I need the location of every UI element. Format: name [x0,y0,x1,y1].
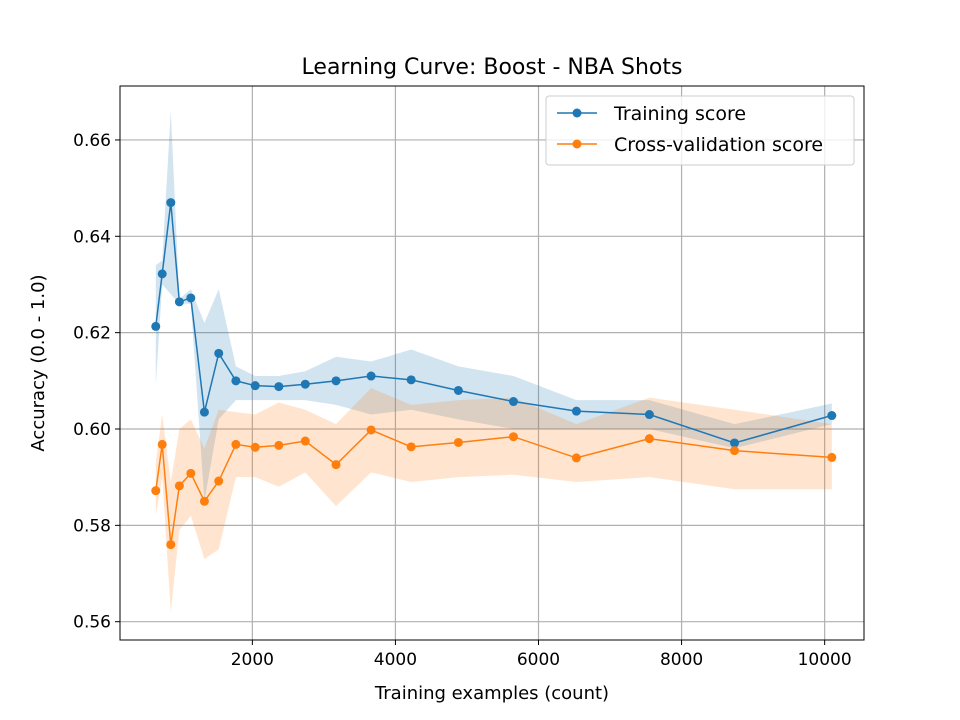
cross-validation-score-point [157,439,167,449]
cross-validation-score-point [186,468,196,478]
y-tick-label: 0.66 [73,131,111,151]
training-score-point [151,321,161,331]
x-axis-ticks: 2000 4000 6000 8000 10000 [231,640,852,670]
x-axis-title: Training examples (count) [374,683,609,704]
training-score-band [155,111,832,502]
training-score-point [199,407,209,417]
y-tick-label: 0.60 [73,420,111,440]
cross-validation-score-point [453,437,463,447]
training-score-point [827,411,837,421]
y-axis-title: Accuracy (0.0 - 1.0) [28,274,49,451]
cross-validation-score-point [300,436,310,446]
training-score-point [166,198,176,208]
cross-validation-score-point [174,481,184,491]
cross-validation-score-point [199,496,209,506]
training-score-point [730,438,740,448]
series-points [151,198,837,550]
cross-validation-score-point [274,440,284,450]
chart-title: Learning Curve: Boost - NBA Shots [302,55,683,80]
cross-validation-score-point [151,486,161,496]
cross-validation-score-point [166,540,176,550]
y-tick-label: 0.56 [73,613,111,633]
y-tick-label: 0.62 [73,324,111,344]
legend-training-marker [572,108,582,118]
x-tick-label: 4000 [374,650,417,670]
training-score-point [453,385,463,395]
training-score-point [274,382,284,392]
training-score-point [231,376,241,386]
cross-validation-score-point [406,442,416,452]
training-score-point [214,348,224,358]
cross-validation-score-point [331,460,341,470]
cross-validation-score-band [155,388,832,613]
legend: Training score Cross-validation score [545,95,855,166]
legend-training-label: Training score [613,103,746,125]
training-score-point [331,376,341,386]
y-tick-label: 0.58 [73,516,111,536]
training-score-point [250,381,260,391]
x-tick-label: 6000 [517,650,560,670]
x-tick-label: 2000 [231,650,274,670]
training-score-point [366,371,376,381]
cross-validation-score-point [571,453,581,463]
cross-validation-score-point [730,446,740,456]
legend-box [545,95,855,166]
cross-validation-score-point [827,452,837,462]
plot-frame [119,85,865,641]
legend-cross-validation-label: Cross-validation score [614,134,823,156]
training-score-point [300,379,310,389]
x-tick-label: 8000 [660,650,703,670]
x-tick-label: 10000 [798,650,852,670]
training-score-point [174,297,184,307]
cross-validation-score-point [231,439,241,449]
training-score-point [644,410,654,420]
cross-validation-score-point [250,442,260,452]
training-score-point [406,375,416,385]
cross-validation-score-point [214,476,224,486]
confidence-bands [155,111,832,613]
cross-validation-score-point [366,425,376,435]
training-score-point [508,397,518,407]
y-axis-ticks: 0.56 0.58 0.60 0.62 0.64 0.66 [73,131,120,633]
cross-validation-score-point [508,432,518,442]
cross-validation-score-point [644,434,654,444]
training-score-point [157,269,167,279]
training-score-point [186,293,196,303]
legend-cross-validation-marker [572,139,582,149]
training-score-point [571,406,581,416]
y-tick-label: 0.64 [73,227,111,247]
